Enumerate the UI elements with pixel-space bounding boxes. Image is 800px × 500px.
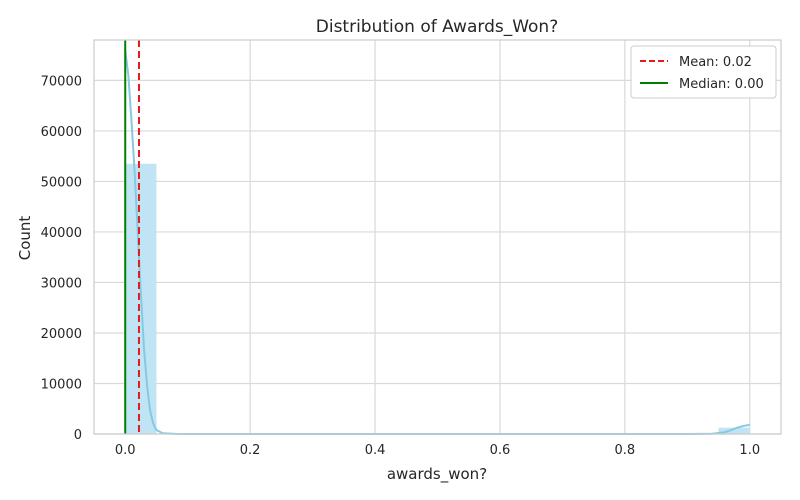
x-tick-label-4: 0.8 bbox=[615, 443, 636, 458]
x-tick-label-2: 0.4 bbox=[365, 443, 386, 458]
y-tick-label-1: 10000 bbox=[41, 377, 82, 392]
y-tick-label-7: 70000 bbox=[41, 74, 82, 89]
x-tick-labels: 0.0 0.2 0.4 0.6 0.8 1.0 bbox=[115, 443, 760, 458]
grid-lines bbox=[94, 40, 781, 435]
legend: Mean: 0.02 Median: 0.00 bbox=[630, 45, 777, 99]
chart-title: Distribution of Awards_Won? bbox=[316, 17, 558, 37]
y-axis-label: Count bbox=[16, 216, 34, 261]
y-tick-label-4: 40000 bbox=[41, 226, 82, 241]
plot-frame bbox=[93, 39, 782, 435]
x-tick-label-0: 0.0 bbox=[115, 443, 136, 458]
y-tick-label-2: 20000 bbox=[41, 327, 82, 342]
y-tick-label-3: 30000 bbox=[41, 276, 82, 291]
legend-box bbox=[630, 45, 777, 99]
y-tick-label-0: 0 bbox=[74, 428, 82, 443]
y-tick-label-6: 60000 bbox=[41, 125, 82, 140]
x-tick-label-3: 0.6 bbox=[490, 443, 511, 458]
y-tick-labels: 0 10000 20000 30000 40000 50000 60000 70000 bbox=[41, 74, 82, 443]
x-tick-label-5: 1.0 bbox=[739, 443, 760, 458]
y-tick-label-5: 50000 bbox=[41, 175, 82, 190]
legend-median-label: Median: 0.00 bbox=[679, 77, 764, 92]
legend-mean-label: Mean: 0.02 bbox=[679, 55, 752, 70]
kde-curve bbox=[124, 49, 750, 435]
histogram-bar-1 bbox=[718, 427, 750, 434]
x-tick-label-1: 0.2 bbox=[240, 443, 261, 458]
x-axis-label: awards_won? bbox=[387, 465, 487, 484]
